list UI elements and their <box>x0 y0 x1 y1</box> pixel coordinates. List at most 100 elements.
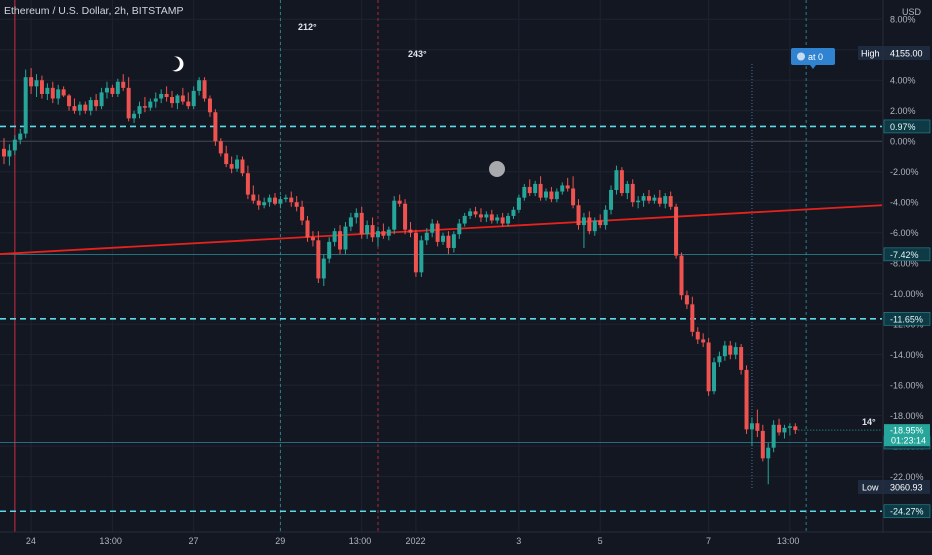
cycle-label-212: 212° <box>298 22 317 32</box>
trendline-layer[interactable] <box>0 204 883 255</box>
level-label: 0.97% <box>890 122 916 132</box>
candle-body <box>88 100 93 111</box>
level-label-bg <box>883 247 931 262</box>
candle-body <box>245 173 250 195</box>
y-tick-label: -14.00% <box>890 350 924 360</box>
candle-body <box>701 339 706 343</box>
last-price-label: -18.95% <box>890 426 924 436</box>
time-axis[interactable]: 24 13:00 27 29 13:00 2022 3 5 7 13:00 <box>0 531 932 550</box>
candle-body <box>213 112 218 142</box>
candle-body <box>375 231 380 238</box>
candle-body <box>61 89 66 96</box>
candle-body <box>29 77 34 87</box>
low-value-bg <box>884 480 930 494</box>
candle-body <box>516 197 521 210</box>
candle-body <box>787 426 792 428</box>
candle-body <box>690 304 695 332</box>
x-tick-label: 7 <box>706 536 711 546</box>
y-tick-label: -10.00% <box>890 289 924 299</box>
level-label: -24.27% <box>890 507 924 517</box>
candle-body <box>77 104 82 111</box>
candle-body <box>316 240 321 279</box>
candle-body <box>354 212 359 218</box>
candle-body <box>235 159 240 169</box>
candle-body <box>609 190 614 210</box>
candle-body <box>744 369 749 430</box>
candle-body <box>283 197 288 200</box>
circle-marker-icon <box>489 161 505 177</box>
candle-body <box>321 258 326 279</box>
candle-body <box>544 191 548 198</box>
x-tick-label: 29 <box>275 536 285 546</box>
alert-bubble-bg <box>791 48 835 65</box>
candle-body <box>728 345 733 355</box>
candle-body <box>365 225 370 235</box>
candle-body <box>310 237 315 241</box>
chart-title: Ethereum / U.S. Dollar, 2h, BITSTAMP <box>4 5 184 17</box>
candle-body <box>500 217 505 224</box>
candle-body <box>338 231 343 250</box>
candle-body <box>18 133 23 140</box>
candle-body <box>240 159 245 174</box>
candle-body <box>408 229 413 233</box>
level-lines-layer <box>0 125 882 513</box>
candle-body <box>153 98 158 102</box>
candle-body <box>533 183 538 194</box>
candle-body <box>7 150 12 157</box>
candle-body <box>305 220 310 238</box>
cycle-lines-layer <box>14 0 807 532</box>
trendline[interactable] <box>0 204 883 255</box>
candle-body <box>289 197 294 203</box>
x-tick-label: 27 <box>189 536 199 546</box>
candle-body <box>197 80 202 91</box>
time-axis-bg <box>0 532 932 550</box>
candle-body <box>72 106 77 111</box>
candle-body <box>50 87 55 99</box>
candle-body <box>148 101 153 108</box>
alert-label: at 0 <box>808 52 823 62</box>
candle-body <box>430 223 435 233</box>
candle-body <box>218 141 223 154</box>
candle-body <box>142 106 147 108</box>
candle-body <box>668 196 673 207</box>
candle-body <box>684 295 689 305</box>
alert-pointer <box>810 65 816 69</box>
candle-body <box>484 214 489 218</box>
candle-body <box>766 447 771 459</box>
candle-body <box>104 87 109 93</box>
candle-body <box>256 200 261 206</box>
high-label-bg <box>858 46 884 60</box>
candle-body <box>739 347 744 370</box>
y-tick-label: 0.00% <box>890 137 916 147</box>
candle-body <box>332 231 337 242</box>
candle-body <box>175 95 180 104</box>
candle-body <box>251 194 256 201</box>
candle-body <box>527 186 532 194</box>
high-label: High <box>861 49 880 59</box>
candle-body <box>777 424 782 433</box>
y-tick-label: -18.00% <box>890 411 924 421</box>
candle-body <box>186 101 191 107</box>
low-label-bg <box>858 480 884 494</box>
candle-body <box>733 347 738 355</box>
alert-clock-icon <box>797 52 805 61</box>
countdown-label: 01:23:14 <box>891 436 926 446</box>
candle-body <box>159 93 164 99</box>
price-axis[interactable]: USD8.00%6.00%4.00%2.00%0.00%-2.00%-4.00%… <box>858 0 932 550</box>
candle-body <box>760 430 765 459</box>
candle-body <box>229 164 234 169</box>
candle-body <box>646 196 651 201</box>
moon-icon <box>165 56 184 72</box>
y-tick-label: 8.00% <box>890 15 916 25</box>
candle-body <box>441 235 446 242</box>
currency-label: USD <box>902 7 922 17</box>
x-tick-label: 3 <box>516 536 521 546</box>
candle-body <box>468 211 473 216</box>
alert-bubble[interactable]: at 0 <box>791 48 835 69</box>
candle-body <box>424 232 429 241</box>
candle-body <box>273 197 277 204</box>
candle-body <box>506 215 511 224</box>
candle-body <box>538 183 543 198</box>
